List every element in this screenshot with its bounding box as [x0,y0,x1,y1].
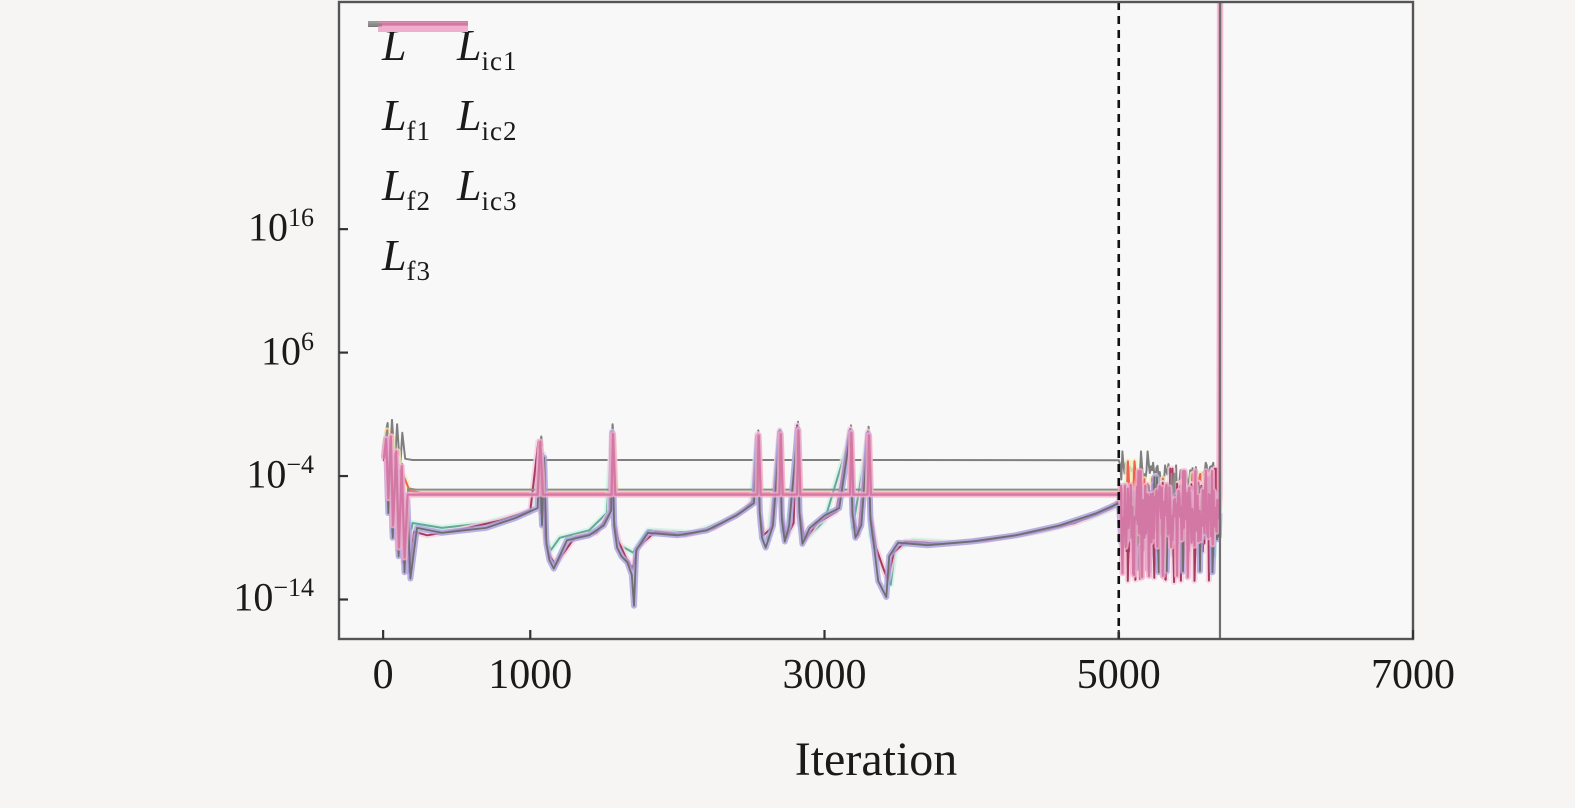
legend: L Lf1 Lf2 Lf3 Lic1 Lic2 [368,14,517,294]
x-axis-label: Iteration [794,733,958,786]
legend-label-Lf2: Lf2 [382,160,431,216]
plot-border [337,0,1415,641]
y-tick-label: 1016 [248,203,314,250]
legend-label-Lic3: Lic3 [456,160,518,216]
legend-item-Lf1: Lf1 [368,22,468,154]
legend-item-Lic2: Lic2 [368,22,518,154]
x-tick-label: 1000 [488,652,573,698]
legend-item-Lf3: Lf3 [368,22,468,294]
series-group [380,2,1224,639]
legend-label-Lf1: Lf1 [382,90,431,146]
legend-swatch-Lic3 [368,22,468,32]
y-tick-label: 10−4 [246,450,314,497]
x-tick-label: 5000 [1076,652,1161,698]
legend-label-Lic1: Lic1 [456,20,518,76]
x-tick-label: 7000 [1371,652,1455,698]
legend-item-Lic3: Lic3 [368,22,518,224]
y-axis-label: Loss [0,287,8,383]
legend-column-2: Lic1 Lic2 Lic3 [368,14,518,294]
series-line-L-ic3 [382,2,1222,579]
legend-item-Lf2: Lf2 [368,22,468,224]
legend-label-Lic2: Lic2 [456,90,518,146]
legend-label-Lf3: Lf3 [382,230,431,286]
x-tick-label: 0 [372,652,394,698]
legend-column-1: L Lf1 Lf2 Lf3 [368,14,468,294]
y-tick-label: 10−14 [233,573,314,620]
x-tick-label: 3000 [782,652,867,698]
y-tick-label: 106 [261,326,314,373]
